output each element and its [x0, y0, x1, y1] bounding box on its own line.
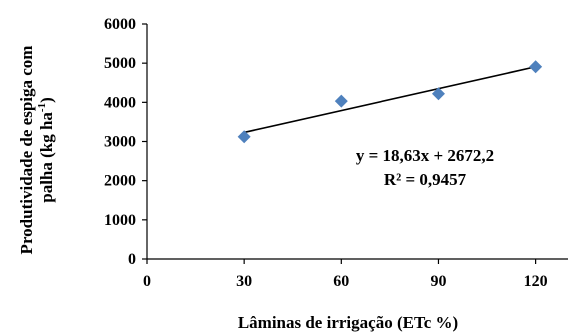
y-tick-label: 6000	[104, 16, 136, 33]
y-axis-title-line1: Produtividade de espiga com	[17, 46, 36, 255]
data-point-diamond	[529, 60, 543, 74]
y-axis-title-superscript: -1	[36, 103, 48, 112]
x-tick-label: 0	[143, 273, 151, 290]
y-tick-label: 4000	[104, 94, 136, 111]
y-axis-title: Produtividade de espiga com palha (kg ha…	[17, 46, 56, 255]
y-axis-title-line2-suffix: )	[37, 97, 56, 103]
r-squared-label: R² = 0,9457	[384, 170, 467, 189]
y-tick-label: 2000	[104, 173, 136, 190]
data-point-diamond	[334, 94, 348, 108]
x-tick-label: 60	[333, 273, 349, 290]
y-axis-title-line2-prefix: palha (kg ha	[37, 112, 56, 203]
y-tick-label: 5000	[104, 55, 136, 72]
x-axis-ticks: 0 30 60 90 120	[143, 259, 548, 290]
x-tick-label: 30	[236, 273, 252, 290]
x-tick-label: 120	[524, 273, 548, 290]
y-tick-label: 0	[128, 251, 136, 268]
trendline	[243, 65, 536, 134]
x-tick-label: 90	[430, 273, 446, 290]
y-axis-title-line2: palha (kg ha-1)	[36, 97, 56, 203]
y-tick-label: 3000	[104, 134, 136, 151]
x-axis-title: Lâminas de irrigação (ETc %)	[238, 313, 458, 332]
y-tick-label: 1000	[104, 212, 136, 229]
data-point-diamond	[431, 87, 445, 101]
data-points	[237, 60, 543, 144]
data-point-diamond	[237, 130, 251, 144]
trendline-equation: y = 18,63x + 2672,2	[356, 146, 494, 165]
y-axis-ticks: 0 1000 2000 3000 4000 5000 6000	[104, 16, 147, 268]
